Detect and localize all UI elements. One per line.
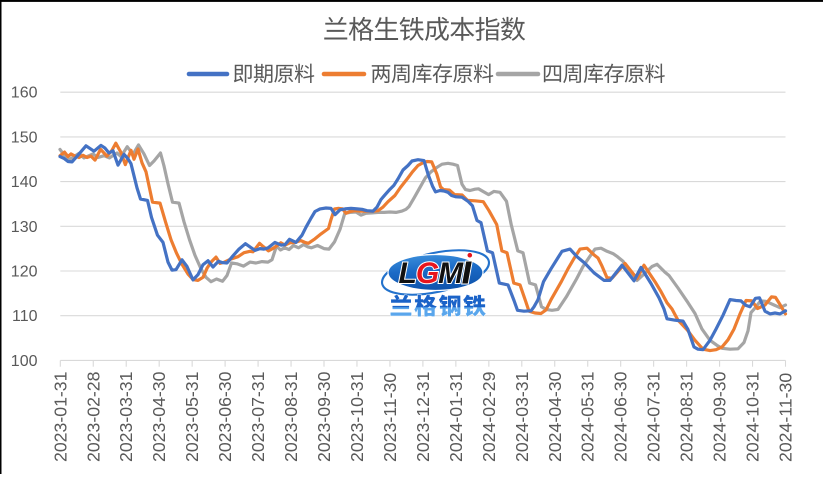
svg-text:2024-09-30: 2024-09-30 xyxy=(710,371,730,462)
svg-text:2023-09-30: 2023-09-30 xyxy=(314,371,334,462)
svg-text:2023-02-28: 2023-02-28 xyxy=(83,371,103,462)
svg-text:130: 130 xyxy=(11,219,38,236)
svg-text:2024-02-29: 2024-02-29 xyxy=(479,372,499,462)
svg-text:150: 150 xyxy=(11,129,38,146)
svg-text:2024-04-30: 2024-04-30 xyxy=(545,371,565,462)
svg-text:2023-11-30: 2023-11-30 xyxy=(380,373,400,462)
svg-text:160: 160 xyxy=(11,85,38,102)
svg-text:2023-05-31: 2023-05-31 xyxy=(182,372,202,462)
svg-text:2024-11-30: 2024-11-30 xyxy=(776,373,796,462)
svg-text:2023-04-30: 2023-04-30 xyxy=(149,371,169,462)
svg-text:2024-03-31: 2024-03-31 xyxy=(512,372,532,462)
svg-text:2023-12-31: 2023-12-31 xyxy=(413,372,433,462)
svg-text:2023-08-31: 2023-08-31 xyxy=(281,372,301,462)
svg-text:2024-05-31: 2024-05-31 xyxy=(578,372,598,462)
svg-text:2024-10-31: 2024-10-31 xyxy=(743,372,763,462)
svg-text:2024-07-31: 2024-07-31 xyxy=(644,372,664,462)
svg-text:120: 120 xyxy=(11,264,38,281)
svg-text:2024-01-31: 2024-01-31 xyxy=(446,372,466,462)
svg-text:2023-06-30: 2023-06-30 xyxy=(215,371,235,462)
svg-text:2023-01-31: 2023-01-31 xyxy=(50,372,70,462)
svg-text:2024-08-31: 2024-08-31 xyxy=(677,372,697,462)
svg-text:110: 110 xyxy=(12,308,38,325)
svg-text:2023-03-31: 2023-03-31 xyxy=(116,372,136,462)
svg-text:2024-06-30: 2024-06-30 xyxy=(611,371,631,462)
svg-text:2023-10-31: 2023-10-31 xyxy=(347,372,367,462)
svg-text:140: 140 xyxy=(11,174,38,191)
svg-text:2023-07-31: 2023-07-31 xyxy=(248,372,268,462)
svg-text:LGM: LGM xyxy=(399,257,465,290)
svg-text:100: 100 xyxy=(11,353,38,370)
